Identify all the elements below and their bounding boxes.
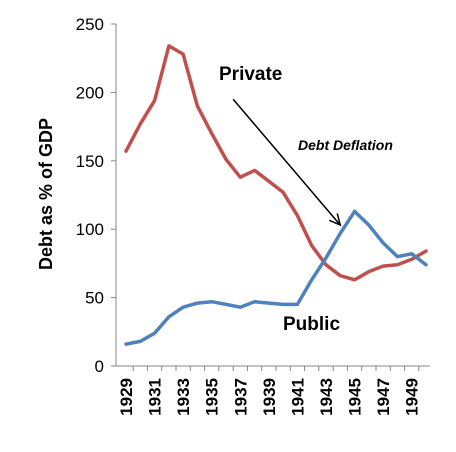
annotation-arrow-line bbox=[232, 98, 341, 226]
y-tick-label: 200 bbox=[76, 83, 104, 102]
x-tick-label: 1939 bbox=[260, 378, 279, 416]
x-tick-label: 1935 bbox=[203, 378, 222, 416]
x-tick-label: 1933 bbox=[174, 378, 193, 416]
x-tick-label: 1931 bbox=[146, 378, 165, 416]
x-tick-label: 1941 bbox=[288, 378, 307, 416]
series-layer bbox=[124, 44, 428, 346]
series-line-public bbox=[124, 209, 428, 346]
series-line-private bbox=[124, 44, 428, 282]
y-tick-label: 150 bbox=[76, 152, 104, 171]
annotation-arrow-head bbox=[329, 213, 342, 227]
x-tick-label: 1943 bbox=[317, 378, 336, 416]
x-tick-label: 1937 bbox=[231, 378, 250, 416]
y-tick-label: 100 bbox=[76, 220, 104, 239]
x-tick-label: 1947 bbox=[374, 378, 393, 416]
series-label-private: Private bbox=[219, 64, 282, 85]
y-tick-label: 250 bbox=[76, 15, 104, 34]
y-axis: 0 50 100 150 200 250 bbox=[76, 15, 117, 376]
y-tick-label: 0 bbox=[95, 357, 104, 376]
x-tick-label: 1929 bbox=[117, 378, 136, 416]
x-tick-label: 1949 bbox=[403, 378, 422, 416]
x-tick-label: 1945 bbox=[346, 378, 365, 416]
x-axis: 1929 1931 1933 1935 1937 1939 1941 1943 1945 1947… bbox=[116, 365, 430, 416]
annotation-layer: Debt Deflation bbox=[232, 98, 393, 227]
y-axis-title: Debt as % of GDP bbox=[36, 118, 56, 270]
series-label-public: Public bbox=[283, 314, 340, 335]
annotation-debt-deflation: Debt Deflation bbox=[298, 137, 393, 153]
y-tick-label: 50 bbox=[85, 289, 104, 308]
